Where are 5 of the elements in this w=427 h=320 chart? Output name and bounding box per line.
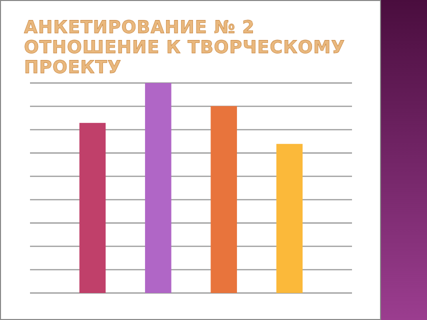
chart-title: АНКЕТИРОВАНИЕ № 2 ОТНОШЕНИЕ К ТВОРЧЕСКОМУ ПРОЕКТУ [24,18,346,78]
bar [145,83,172,293]
bar [210,106,237,293]
bar [276,144,303,293]
bar [79,122,106,293]
